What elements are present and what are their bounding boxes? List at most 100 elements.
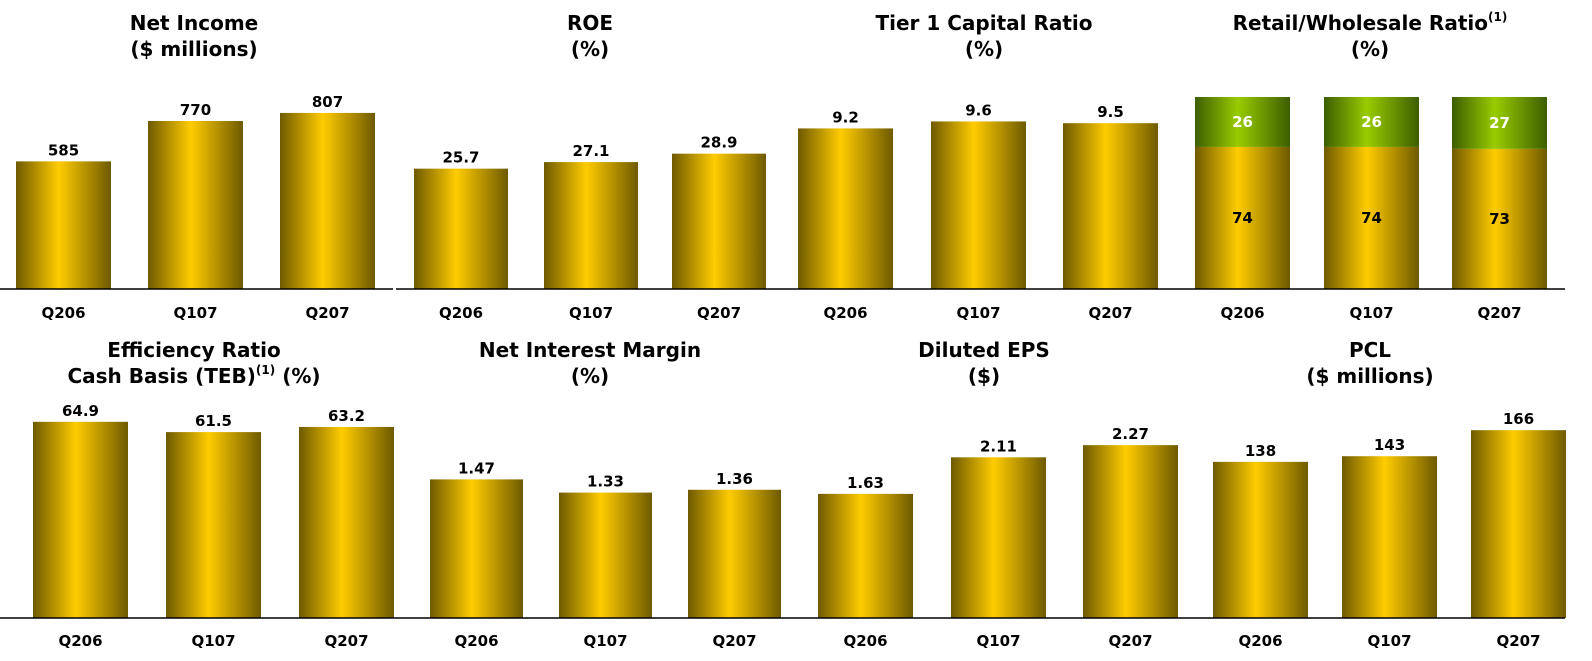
- bar-retail-q107: [1324, 146, 1419, 289]
- bar-value-label: 74: [1232, 209, 1253, 227]
- bar-value-label: 1.47: [458, 459, 495, 477]
- bar-q206: [33, 421, 128, 618]
- chart-subtitle: (%): [1351, 37, 1389, 61]
- bar-value-label: 26: [1232, 113, 1253, 131]
- x-tick-label: Q207: [1496, 632, 1540, 650]
- x-tick-label: Q107: [956, 304, 1000, 322]
- chart-subtitle-text: Cash Basis (TEB): [67, 364, 255, 388]
- chart-title-text: Efficiency Ratio: [107, 338, 280, 362]
- chart-title-text: PCL: [1349, 338, 1391, 362]
- chart-title-text: Net Income: [130, 11, 259, 35]
- x-tick-label: Q207: [305, 304, 349, 322]
- x-tick-label: Q206: [843, 632, 887, 650]
- bar-value-label: 1.36: [716, 470, 753, 488]
- x-tick-label: Q207: [712, 632, 756, 650]
- chart-subtitle-text: ($): [968, 364, 1000, 388]
- chart-subtitle-text: (%): [965, 37, 1003, 61]
- bar-value-label: 27: [1489, 114, 1510, 132]
- chart-panel-8: PCL($ millions) 138 Q206 143 Q107 166 Q207: [1190, 338, 1566, 650]
- bar-wholesale-q107: [1324, 97, 1419, 147]
- bar-value-label: 61.5: [195, 412, 232, 430]
- chart-panel-7: Diluted EPS($) 1.63 Q206 2.11 Q107 2.27 Q207: [790, 338, 1190, 650]
- bar-value-label: 63.2: [328, 407, 365, 425]
- bar-q206: [16, 161, 111, 289]
- chart-subtitle-text: (%): [571, 37, 609, 61]
- bar-q207: [280, 112, 375, 289]
- chart-title: ROE: [567, 11, 613, 35]
- bar-wholesale-q207: [1452, 97, 1547, 149]
- chart-title-superscript: (1): [1488, 10, 1507, 24]
- chart-title-text: Diluted EPS: [918, 338, 1050, 362]
- x-tick-label: Q206: [1238, 632, 1282, 650]
- chart-title: Tier 1 Capital Ratio: [875, 11, 1092, 35]
- bar-value-label: 1.33: [587, 473, 624, 491]
- chart-title: Net Interest Margin: [479, 338, 701, 362]
- chart-subtitle-text: (%): [571, 364, 609, 388]
- bar-q107: [544, 162, 638, 289]
- chart-subtitle: ($): [968, 364, 1000, 388]
- bar-q107: [559, 492, 652, 618]
- chart-panel-3: Tier 1 Capital Ratio(%) 9.2 Q206 9.6 Q107 9.5…: [790, 11, 1190, 322]
- chart-panel-4: Retail/Wholesale Ratio(1) (%) 74 26 Q206 74 26…: [1190, 10, 1565, 322]
- bar-retail-q206: [1195, 146, 1290, 289]
- chart-panel-2: ROE(%) 25.7 Q206 27.1 Q107 28.9 Q207: [396, 11, 790, 322]
- chart-subtitle: ($ millions): [1306, 364, 1433, 388]
- chart-title: Net Income: [130, 11, 259, 35]
- bar-q107: [931, 121, 1026, 289]
- chart-panel-1: Net Income($ millions) 585 Q206 770 Q107 807 Q…: [0, 11, 393, 322]
- bar-value-label: 2.27: [1112, 425, 1149, 443]
- bar-retail-q207: [1452, 148, 1547, 289]
- bar-value-label: 9.6: [965, 101, 992, 119]
- chart-subtitle: Cash Basis (TEB)(1) (%): [67, 363, 320, 388]
- chart-title-text: Retail/Wholesale Ratio: [1233, 11, 1488, 35]
- x-tick-label: Q206: [1220, 304, 1264, 322]
- x-tick-label: Q207: [1088, 304, 1132, 322]
- bar-value-label: 585: [48, 141, 79, 159]
- chart-title-text: Net Interest Margin: [479, 338, 701, 362]
- bar-value-label: 138: [1245, 442, 1276, 460]
- chart-panel-6: Net Interest Margin(%) 1.47 Q206 1.33 Q107 1.…: [408, 338, 790, 650]
- chart-subtitle: (%): [571, 37, 609, 61]
- chart-title-text: ROE: [567, 11, 613, 35]
- chart-subtitle: ($ millions): [130, 37, 257, 61]
- chart-title-superscript: (1): [256, 363, 275, 377]
- chart-subtitle-text: ($ millions): [1306, 364, 1433, 388]
- bar-value-label: 25.7: [442, 149, 479, 167]
- bar-wholesale-q206: [1195, 97, 1290, 147]
- bar-q206: [798, 128, 893, 289]
- bar-q206: [414, 168, 508, 289]
- bar-value-label: 28.9: [700, 134, 737, 152]
- bar-q107: [1342, 456, 1437, 618]
- x-tick-label: Q207: [697, 304, 741, 322]
- x-tick-label: Q206: [823, 304, 867, 322]
- x-tick-label: Q206: [41, 304, 85, 322]
- bar-q206: [430, 479, 523, 618]
- x-tick-label: Q107: [173, 304, 217, 322]
- chart-title: Diluted EPS: [918, 338, 1050, 362]
- x-tick-label: Q206: [439, 304, 483, 322]
- bar-value-label: 807: [312, 93, 343, 111]
- chart-title: PCL: [1349, 338, 1391, 362]
- chart-subtitle-text: ($ millions): [130, 37, 257, 61]
- x-tick-label: Q107: [191, 632, 235, 650]
- bar-q207: [1083, 445, 1178, 618]
- chart-title: Efficiency Ratio: [107, 338, 280, 362]
- bar-value-label: 74: [1361, 209, 1382, 227]
- bar-q207: [688, 489, 781, 618]
- x-tick-label: Q107: [583, 632, 627, 650]
- x-tick-label: Q206: [454, 632, 498, 650]
- x-tick-label: Q206: [58, 632, 102, 650]
- chart-subtitle: (%): [965, 37, 1003, 61]
- bar-value-label: 27.1: [572, 142, 609, 160]
- bar-value-label: 166: [1503, 410, 1534, 428]
- x-tick-label: Q207: [1477, 304, 1521, 322]
- x-tick-label: Q207: [324, 632, 368, 650]
- bar-value-label: 2.11: [980, 437, 1017, 455]
- bar-q207: [1063, 123, 1158, 289]
- bar-value-label: 26: [1361, 113, 1382, 131]
- x-tick-label: Q107: [569, 304, 613, 322]
- bar-q206: [818, 493, 913, 618]
- bar-q207: [1471, 430, 1566, 618]
